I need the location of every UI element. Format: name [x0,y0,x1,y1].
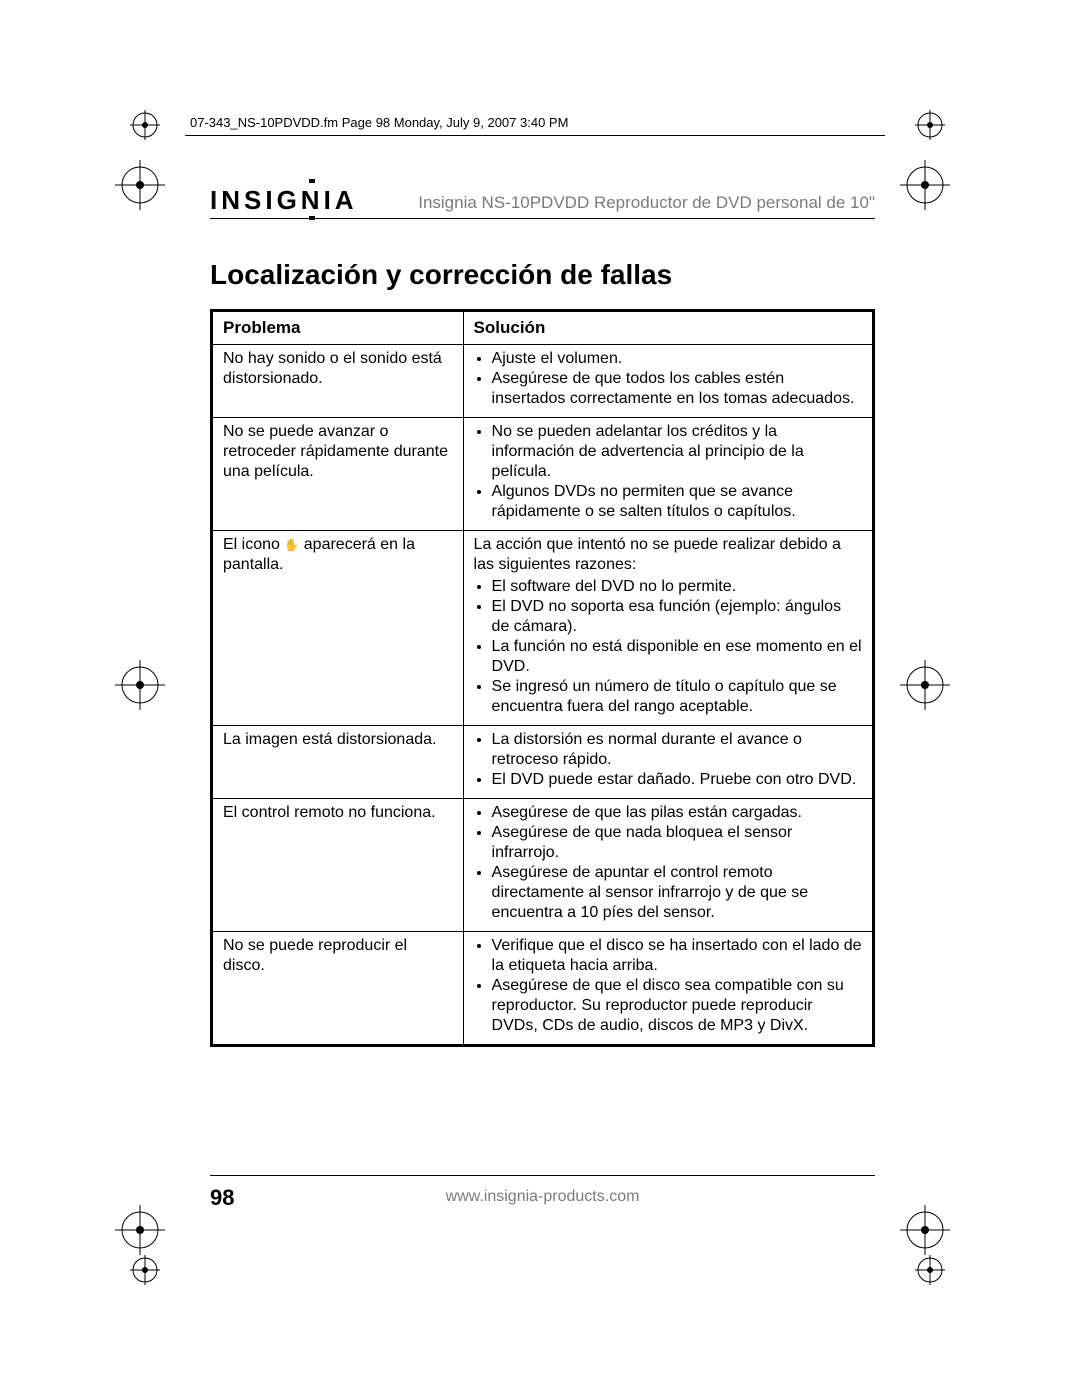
solution-item: Asegúrese de que todos los cables estén … [492,369,862,409]
section-title: Localización y corrección de fallas [210,259,875,291]
solution-item: Ajuste el volumen. [492,349,862,369]
crop-mark-icon [130,1255,160,1285]
register-target-icon [115,160,165,210]
solution-item: El DVD puede estar dañado. Pruebe con ot… [492,770,862,790]
cell-solution: Asegúrese de que las pilas están cargada… [463,799,873,932]
file-meta-line: 07-343_NS-10PDVDD.fm Page 98 Monday, Jul… [190,115,568,130]
cell-solution: Ajuste el volumen. Asegúrese de que todo… [463,345,873,418]
solution-item: Algunos DVDs no permiten que se avance r… [492,482,862,522]
col-header-problem: Problema [212,311,464,345]
table-row: No se puede reproducir el disco. Verifiq… [212,932,874,1046]
register-target-icon [115,1205,165,1255]
cell-solution: La acción que intentó no se puede realiz… [463,531,873,726]
crop-mark-icon [915,1255,945,1285]
register-target-icon [900,160,950,210]
solution-item: Asegúrese de que las pilas están cargada… [492,803,862,823]
solution-intro: La acción que intentó no se puede realiz… [474,535,862,575]
model-line: Insignia NS-10PDVDD Reproductor de DVD p… [418,193,875,216]
solution-item: El DVD no soporta esa función (ejemplo: … [492,597,862,637]
page: 07-343_NS-10PDVDD.fm Page 98 Monday, Jul… [0,0,1080,1397]
register-target-icon [900,1205,950,1255]
cell-problem: La imagen está distorsionada. [212,726,464,799]
register-target-icon [900,660,950,710]
meta-rule [185,135,885,136]
problem-text-pre: El icono [223,536,284,553]
cell-problem: El control remoto no funciona. [212,799,464,932]
table-header-row: Problema Solución [212,311,874,345]
table-row: El control remoto no funciona. Asegúrese… [212,799,874,932]
footer-rule [210,1175,875,1176]
solution-item: Asegúrese de que el disco sea compatible… [492,976,862,1036]
table-row: La imagen está distorsionada. La distors… [212,726,874,799]
solution-item: El software del DVD no lo permite. [492,577,862,597]
crop-mark-icon [130,110,160,140]
troubleshooting-table: Problema Solución No hay sonido o el son… [210,309,875,1047]
solution-item: Asegúrese de que nada bloquea el sensor … [492,823,862,863]
register-target-icon [115,660,165,710]
cell-solution: No se pueden adelantar los créditos y la… [463,418,873,531]
cell-solution: Verifique que el disco se ha insertado c… [463,932,873,1046]
solution-item: Asegúrese de apuntar el control remoto d… [492,863,862,923]
hand-stop-icon: ✋ [284,538,299,553]
cell-problem: No se puede reproducir el disco. [212,932,464,1046]
cell-problem: El icono ✋ aparecerá en la pantalla. [212,531,464,726]
cell-problem: No hay sonido o el sonido está distorsio… [212,345,464,418]
header-row: INSIGNIA Insignia NS-10PDVDD Reproductor… [210,185,875,219]
brand-logo: INSIGNIA [210,185,358,216]
crop-mark-icon [915,110,945,140]
footer-url: www.insignia-products.com [210,1188,875,1206]
table-row: El icono ✋ aparecerá en la pantalla. La … [212,531,874,726]
solution-item: No se pueden adelantar los créditos y la… [492,422,862,482]
cell-problem: No se puede avanzar o retroceder rápidam… [212,418,464,531]
content-area: INSIGNIA Insignia NS-10PDVDD Reproductor… [210,185,875,1047]
solution-item: La función no está disponible en ese mom… [492,637,862,677]
col-header-solution: Solución [463,311,873,345]
table-row: No hay sonido o el sonido está distorsio… [212,345,874,418]
solution-item: Se ingresó un número de título o capítul… [492,677,862,717]
table-row: No se puede avanzar o retroceder rápidam… [212,418,874,531]
solution-item: Verifique que el disco se ha insertado c… [492,936,862,976]
cell-solution: La distorsión es normal durante el avanc… [463,726,873,799]
solution-item: La distorsión es normal durante el avanc… [492,730,862,770]
